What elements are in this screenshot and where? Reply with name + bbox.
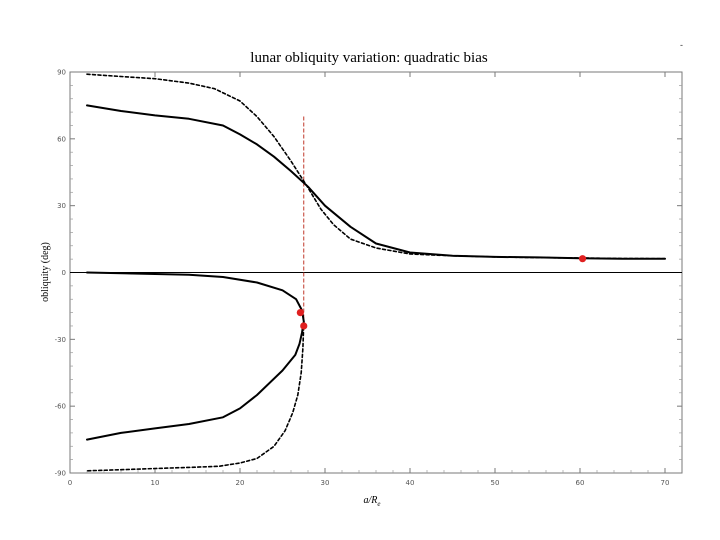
series-line-2-dashed	[86, 73, 666, 260]
x-tick-label: 30	[321, 479, 330, 487]
y-axis-label: obliquity (deg)	[40, 242, 51, 302]
x-axis-label-sub: e	[377, 500, 380, 508]
y-tick-label: 0	[62, 269, 66, 277]
x-axis-label-main: a/R	[364, 495, 378, 506]
y-tick-label: -30	[55, 336, 66, 344]
red-marker-point	[296, 309, 304, 317]
tick-marks	[69, 71, 682, 474]
series-line-3-solid	[86, 271, 305, 441]
y-tick-label: 30	[57, 202, 66, 210]
y-tick-label: -60	[55, 403, 66, 411]
red-marker-point	[578, 255, 587, 263]
series-line-1-solid	[86, 104, 666, 260]
red-marker-point	[300, 322, 308, 330]
chart-title: lunar obliquity variation: quadratic bia…	[250, 50, 488, 66]
corner-mark: -	[680, 40, 683, 50]
x-tick-labels: 0 10 20 30 40 50 60 70	[68, 479, 670, 487]
y-tick-label: -90	[55, 470, 66, 478]
points-layer	[296, 255, 587, 330]
series-line-4-dashed	[86, 320, 305, 472]
series-layer	[86, 73, 666, 472]
x-tick-label: 40	[406, 479, 415, 487]
x-tick-label: 20	[236, 479, 245, 487]
x-tick-label: 50	[491, 479, 500, 487]
y-tick-label: 60	[57, 135, 66, 143]
y-tick-labels: 90 60 30 0 -30 -60 -90	[55, 69, 66, 478]
x-tick-label: 60	[576, 479, 585, 487]
x-tick-label: 0	[68, 479, 72, 487]
x-tick-label: 10	[151, 479, 160, 487]
x-tick-label: 70	[661, 479, 670, 487]
y-tick-label: 90	[57, 69, 66, 77]
x-axis-label: a/Re	[364, 495, 381, 508]
